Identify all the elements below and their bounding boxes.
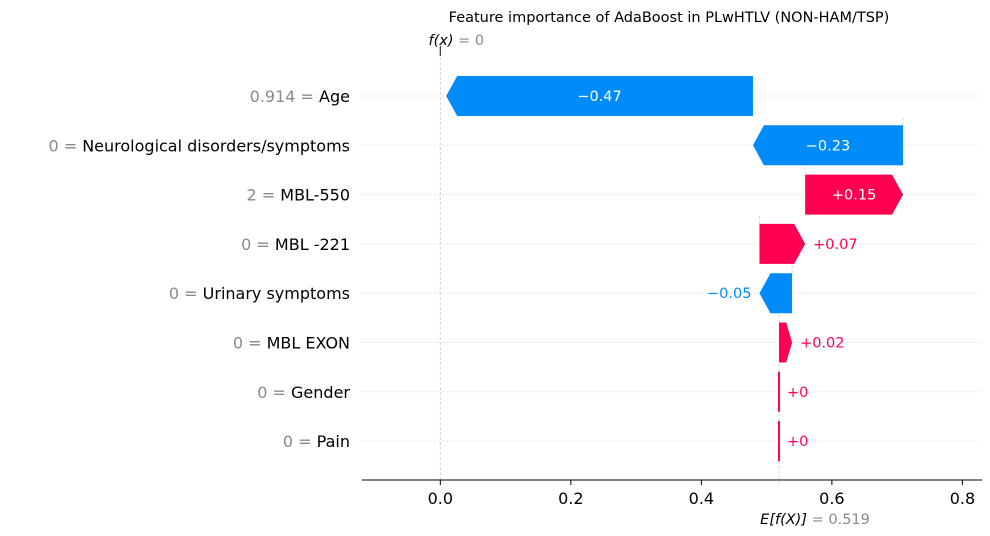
- bar-value-label: +0: [787, 434, 808, 450]
- bar: [805, 174, 904, 215]
- feature-value: 0 =: [241, 235, 275, 254]
- feature-name: Age: [319, 87, 350, 106]
- feature-name: MBL EXON: [267, 334, 350, 353]
- x-tick-label: 0.0: [428, 489, 453, 508]
- bars: [446, 76, 904, 462]
- bar-value-label: +0: [787, 385, 808, 401]
- x-tick-label: 0.4: [689, 489, 714, 508]
- x-tick-label: 0.8: [950, 489, 975, 508]
- feature-value: 0 =: [257, 383, 291, 402]
- bar-value-label: +0.02: [800, 336, 844, 352]
- feature-label: 0 = Pain: [283, 432, 350, 451]
- bar: [752, 125, 904, 166]
- feature-label: 0 = Neurological disorders/symptoms: [48, 136, 350, 155]
- bar-value-label: +0.07: [813, 237, 857, 253]
- feature-value: 0 =: [233, 334, 267, 353]
- bar-value-label: +0.15: [832, 188, 876, 204]
- feature-value: 0 =: [48, 136, 82, 155]
- feature-value: 0 =: [283, 432, 317, 451]
- bar: [759, 273, 793, 314]
- feature-label: 0 = MBL -221: [241, 235, 350, 254]
- feature-name: Urinary symptoms: [203, 284, 350, 303]
- fx-label: f(x) = 0: [429, 33, 485, 49]
- feature-name: MBL-550: [280, 186, 350, 205]
- feature-name: MBL -221: [275, 235, 350, 254]
- bar-value-label: −0.05: [707, 286, 751, 302]
- feature-value: 2 =: [247, 186, 281, 205]
- feature-label: 0 = Gender: [257, 383, 350, 402]
- feature-value: 0.914 =: [250, 87, 319, 106]
- feature-label: 0.914 = Age: [250, 87, 350, 106]
- bar: [759, 223, 806, 264]
- x-tick-label: 0.2: [558, 489, 583, 508]
- bar-value-label: −0.47: [577, 89, 621, 105]
- feature-name: Pain: [317, 432, 350, 451]
- connector-lines: [439, 52, 904, 484]
- chart-title: Feature importance of AdaBoost in PLwHTL…: [449, 10, 890, 26]
- feature-label: 0 = Urinary symptoms: [169, 284, 350, 303]
- x-tick-label: 0.6: [819, 489, 844, 508]
- x-axis: 0.0 0.2 0.4 0.6 0.8 f(x) = 0 E[f(X)] = 0.519: [362, 33, 982, 528]
- ex-label: E[f(X)] = 0.519: [760, 512, 870, 528]
- bar: [779, 322, 793, 363]
- feature-name: Neurological disorders/symptoms: [82, 136, 350, 155]
- feature-value: 0 =: [169, 284, 203, 303]
- bar: [446, 76, 753, 116]
- feature-name: Gender: [291, 383, 350, 402]
- feature-label: 2 = MBL-550: [247, 186, 351, 205]
- feature-labels: −0.47 0.914 = Age −0.23 0 = Neurological di…: [48, 87, 876, 451]
- feature-label: 0 = MBL EXON: [233, 334, 350, 353]
- bar-value-label: −0.23: [806, 138, 850, 154]
